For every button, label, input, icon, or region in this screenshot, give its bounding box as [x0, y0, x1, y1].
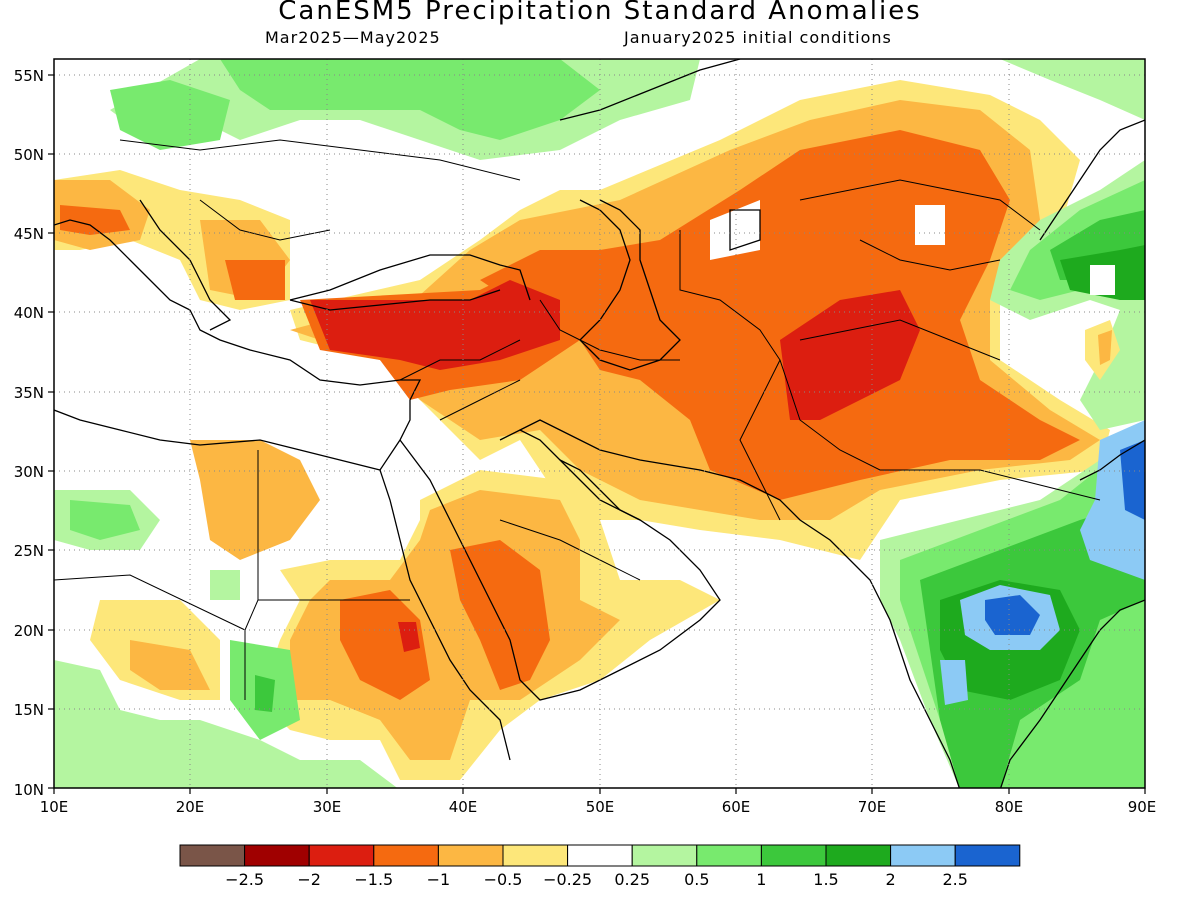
longitude-labels: 10E 20E 30E 40E 50E 60E 70E 80E 90E	[40, 798, 1157, 816]
colorbar-label: 0.5	[684, 870, 709, 889]
colorbar-swatch	[696, 844, 762, 867]
lat-tick-label: 50N	[14, 146, 44, 164]
colorbar-swatch	[179, 844, 246, 867]
initial-conditions: January2025 initial conditions	[624, 28, 892, 47]
colorbar-swatch	[760, 844, 827, 867]
lon-tick-label: 80E	[995, 798, 1024, 816]
lon-tick-label: 50E	[586, 798, 615, 816]
colorbar-swatch	[825, 844, 892, 867]
colorbar-label: 1	[756, 870, 766, 889]
colorbar-swatch	[308, 844, 375, 867]
colorbar-swatch	[244, 844, 310, 867]
colorbar-swatch	[437, 844, 504, 867]
lat-tick-label: 45N	[14, 225, 44, 243]
colorbar-swatch	[631, 844, 698, 867]
tick-marks	[48, 74, 1146, 794]
country-borders	[54, 139, 1101, 700]
colorbar-label: −1.5	[354, 870, 393, 889]
lat-tick-label: 20N	[14, 622, 44, 640]
lat-tick-label: 25N	[14, 542, 44, 560]
colorbar-label: 1.5	[813, 870, 838, 889]
colorbar-swatch	[502, 844, 569, 867]
colorbar-label: −2	[297, 870, 321, 889]
gridlines	[54, 59, 1145, 788]
colorbar-label: −2.5	[225, 870, 264, 889]
colorbar-label: 0.25	[614, 870, 650, 889]
lat-tick-label: 10N	[14, 781, 44, 799]
colorbar-label: −0.5	[484, 870, 523, 889]
latitude-labels: 10N 15N 20N 25N 30N 35N 40N 45N 50N 55N	[14, 67, 44, 799]
lon-tick-label: 90E	[1128, 798, 1157, 816]
coastlines	[54, 59, 1145, 788]
lon-tick-label: 20E	[176, 798, 205, 816]
colorbar-label: 2	[886, 870, 896, 889]
lat-tick-label: 30N	[14, 463, 44, 481]
anomaly-field	[54, 59, 1145, 788]
lon-tick-label: 40E	[449, 798, 478, 816]
colorbar-label: 2.5	[942, 870, 967, 889]
lon-tick-label: 60E	[722, 798, 751, 816]
lon-tick-label: 70E	[858, 798, 887, 816]
colorbar-label: −0.25	[543, 870, 592, 889]
colorbar-swatch	[373, 844, 439, 867]
colorbar-swatch	[954, 844, 1021, 867]
lon-tick-label: 10E	[40, 798, 69, 816]
lat-tick-label: 55N	[14, 67, 44, 85]
lat-tick-label: 40N	[14, 304, 44, 322]
lat-tick-label: 35N	[14, 384, 44, 402]
colorbar-label: −1	[427, 870, 451, 889]
colorbar-labels: −2.5 −2 −1.5 −1 −0.5 −0.25 0.25 0.5 1 1.…	[225, 870, 968, 889]
map-title: CanESM5 Precipitation Standard Anomalies	[278, 0, 922, 26]
lon-tick-label: 30E	[313, 798, 342, 816]
forecast-period: Mar2025—May2025	[265, 28, 441, 47]
colorbar-swatch	[890, 844, 956, 867]
lat-tick-label: 15N	[14, 701, 44, 719]
colorbar	[179, 844, 1021, 867]
colorbar-swatch	[567, 844, 633, 867]
